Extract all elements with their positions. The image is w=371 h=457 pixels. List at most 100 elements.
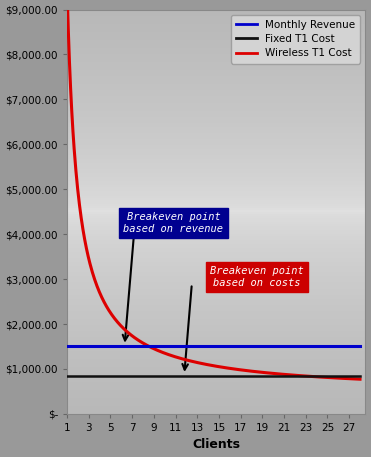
Bar: [67, 153, 365, 155]
Bar: [67, 313, 365, 315]
Bar: [67, 66, 365, 68]
Bar: [67, 196, 365, 197]
Bar: [67, 111, 365, 113]
Bar: [67, 377, 365, 379]
Bar: [67, 246, 365, 248]
Bar: [67, 298, 365, 301]
Bar: [67, 323, 365, 325]
Bar: [67, 82, 365, 85]
Bar: [67, 137, 365, 139]
Bar: [67, 70, 365, 72]
Bar: [67, 266, 365, 268]
Bar: [67, 143, 365, 145]
Bar: [67, 85, 365, 86]
Bar: [67, 396, 365, 398]
Bar: [67, 133, 365, 135]
Bar: [67, 295, 365, 297]
Bar: [67, 60, 365, 62]
Bar: [67, 181, 365, 183]
Bar: [67, 327, 365, 329]
Bar: [67, 244, 365, 246]
Bar: [67, 386, 365, 388]
Bar: [67, 42, 365, 44]
Bar: [67, 18, 365, 20]
Bar: [67, 254, 365, 256]
Bar: [67, 20, 365, 21]
Bar: [67, 34, 365, 36]
Bar: [67, 301, 365, 303]
Bar: [67, 400, 365, 402]
Bar: [67, 258, 365, 260]
Bar: [67, 311, 365, 313]
Bar: [67, 44, 365, 46]
Bar: [67, 204, 365, 206]
Bar: [67, 52, 365, 54]
Bar: [67, 90, 365, 92]
Bar: [67, 139, 365, 141]
Bar: [67, 175, 365, 177]
Bar: [67, 271, 365, 272]
Bar: [67, 86, 365, 88]
Bar: [67, 222, 365, 224]
Bar: [67, 115, 365, 117]
Bar: [67, 317, 365, 319]
Bar: [67, 54, 365, 56]
Bar: [67, 109, 365, 111]
Bar: [67, 392, 365, 393]
Bar: [67, 297, 365, 298]
Bar: [67, 169, 365, 171]
Bar: [67, 319, 365, 321]
Bar: [67, 339, 365, 341]
Bar: [67, 24, 365, 26]
Bar: [67, 72, 365, 74]
Bar: [67, 26, 365, 28]
Bar: [67, 127, 365, 129]
Bar: [67, 388, 365, 390]
Bar: [67, 345, 365, 347]
Bar: [67, 58, 365, 60]
Text: Breakeven point
based on revenue: Breakeven point based on revenue: [124, 212, 223, 234]
Bar: [67, 131, 365, 133]
Bar: [67, 99, 365, 101]
Bar: [67, 260, 365, 262]
Bar: [67, 197, 365, 200]
Bar: [67, 88, 365, 90]
Bar: [67, 337, 365, 339]
Bar: [67, 224, 365, 226]
Bar: [67, 288, 365, 291]
Bar: [67, 147, 365, 149]
Bar: [67, 238, 365, 240]
Bar: [67, 262, 365, 264]
Bar: [67, 135, 365, 137]
Bar: [67, 10, 365, 11]
Bar: [67, 248, 365, 250]
Bar: [67, 177, 365, 179]
Bar: [67, 141, 365, 143]
Bar: [67, 113, 365, 115]
Bar: [67, 129, 365, 131]
Bar: [67, 50, 365, 52]
Bar: [67, 171, 365, 173]
Bar: [67, 173, 365, 175]
Bar: [67, 21, 365, 24]
Bar: [67, 101, 365, 102]
Bar: [67, 353, 365, 355]
X-axis label: Clients: Clients: [192, 438, 240, 452]
Bar: [67, 376, 365, 377]
Bar: [67, 190, 365, 191]
Bar: [67, 46, 365, 48]
Bar: [67, 382, 365, 383]
Bar: [67, 14, 365, 16]
Bar: [67, 183, 365, 186]
Bar: [67, 264, 365, 266]
Bar: [67, 226, 365, 228]
Bar: [67, 242, 365, 244]
Bar: [67, 151, 365, 153]
Bar: [67, 287, 365, 288]
Bar: [67, 303, 365, 305]
Bar: [67, 412, 365, 414]
Bar: [67, 252, 365, 254]
Bar: [67, 365, 365, 367]
Bar: [67, 167, 365, 169]
Bar: [67, 216, 365, 218]
